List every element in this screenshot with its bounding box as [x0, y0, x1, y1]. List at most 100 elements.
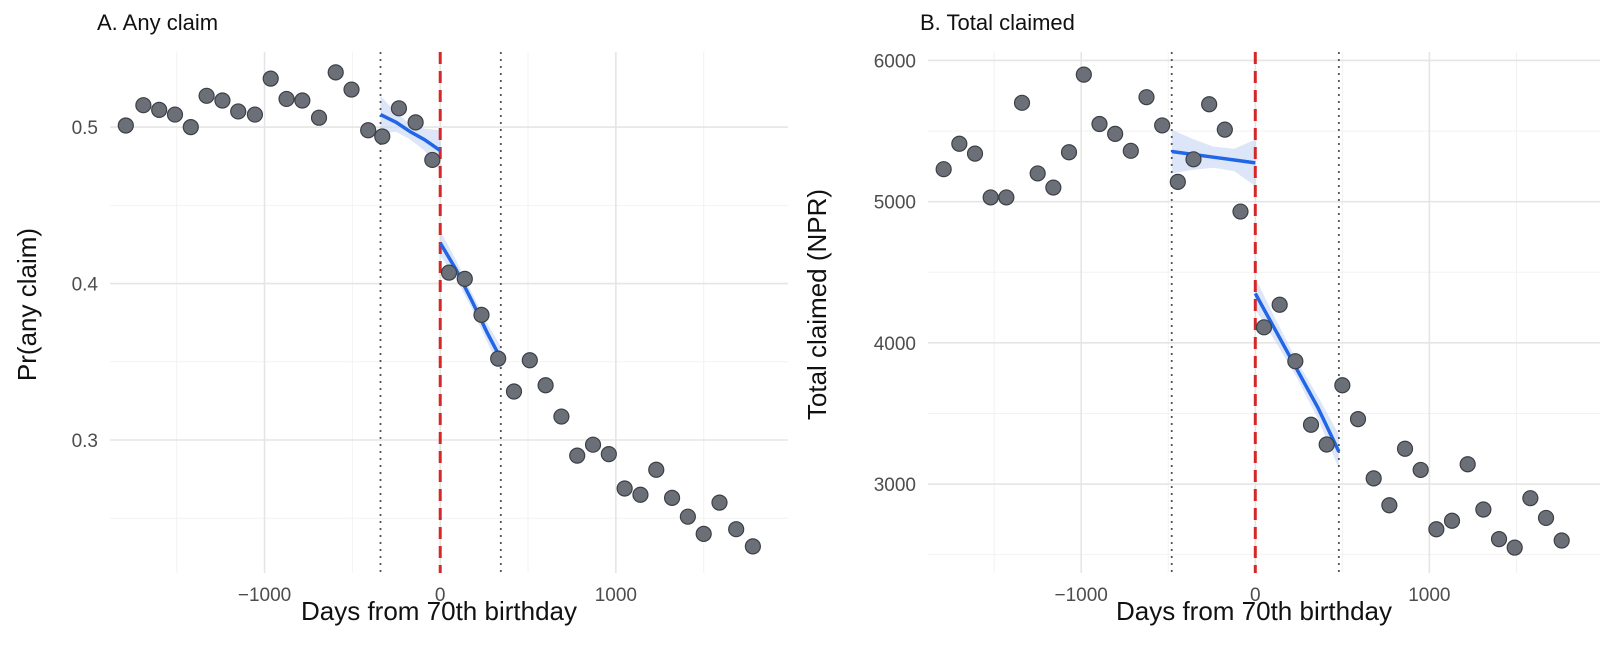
x-tick-label: 0 — [435, 585, 446, 606]
data-point — [374, 128, 391, 145]
data-point — [1443, 512, 1461, 529]
data-point — [679, 508, 696, 525]
data-point — [327, 64, 344, 81]
data-point — [490, 350, 507, 367]
data-point — [584, 436, 602, 453]
data-point — [1381, 497, 1398, 514]
data-point — [616, 480, 633, 497]
data-point — [262, 70, 279, 87]
data-point — [407, 114, 424, 131]
data-point — [1091, 115, 1108, 133]
panel-title: B. Total claimed — [920, 10, 1075, 35]
data-point — [198, 87, 215, 104]
y-tick-label: 3000 — [874, 475, 916, 496]
data-point — [982, 189, 999, 206]
data-point — [695, 525, 712, 542]
data-point — [294, 92, 311, 109]
fit-line — [1253, 292, 1341, 453]
panel-title: A. Any claim — [97, 10, 218, 35]
data-point — [424, 151, 441, 169]
data-point — [1201, 96, 1218, 113]
data-point — [537, 377, 554, 394]
data-point — [456, 270, 473, 287]
data-point — [1349, 411, 1367, 428]
x-tick-label: −1000 — [1055, 585, 1108, 606]
data-point — [246, 106, 264, 123]
data-point — [1365, 470, 1382, 487]
data-point — [600, 445, 617, 463]
data-point — [521, 352, 538, 369]
data-point — [935, 161, 952, 178]
data-point — [711, 494, 728, 511]
data-point — [998, 189, 1015, 206]
fit-line — [1171, 149, 1256, 165]
data-point — [1216, 121, 1233, 138]
data-point — [728, 521, 745, 538]
data-point — [1122, 142, 1139, 159]
y-tick-label: 6000 — [874, 51, 916, 72]
data-point — [117, 117, 134, 134]
data-point — [135, 97, 152, 114]
data-point — [553, 408, 570, 425]
data-point — [663, 489, 681, 507]
data-point — [1506, 539, 1523, 556]
x-axis-title: Days from 70th birthday — [1116, 596, 1392, 626]
data-point — [1412, 461, 1429, 479]
data-point — [1287, 353, 1304, 370]
data-point — [1553, 532, 1570, 549]
data-point — [390, 100, 408, 117]
y-tick-label: 4000 — [874, 334, 916, 355]
data-point — [1334, 377, 1351, 394]
y-axis-title: Pr(any claim) — [12, 228, 42, 381]
data-point — [569, 447, 586, 464]
data-point — [1537, 509, 1555, 527]
data-point — [1232, 203, 1249, 220]
data-point — [1459, 456, 1476, 473]
data-point — [360, 122, 377, 139]
data-point — [505, 383, 523, 400]
data-point — [1428, 521, 1445, 538]
data-point — [1522, 490, 1539, 507]
data-point — [1302, 416, 1320, 433]
data-point — [1185, 151, 1202, 168]
data-point — [278, 90, 295, 108]
data-point — [343, 81, 360, 98]
x-axis-title: Days from 70th birthday — [301, 596, 577, 626]
data-point — [1075, 66, 1092, 83]
data-point — [1255, 319, 1273, 336]
x-tick-label: 1000 — [595, 585, 637, 606]
y-tick-label: 0.5 — [72, 118, 98, 139]
data-point — [230, 103, 247, 120]
fit-line — [438, 241, 503, 360]
data-point — [473, 306, 490, 323]
data-point — [1154, 117, 1171, 134]
data-point — [1475, 501, 1492, 518]
x-tick-label: −1000 — [238, 585, 291, 606]
fit-line — [379, 113, 442, 153]
data-point — [1396, 440, 1414, 457]
data-point — [1169, 173, 1186, 190]
data-point — [1138, 89, 1155, 106]
data-point — [1318, 436, 1335, 453]
data-point — [1271, 296, 1288, 313]
x-tick-label: 0 — [1250, 585, 1261, 606]
data-point — [744, 538, 761, 555]
y-tick-label: 0.3 — [72, 431, 98, 452]
data-point — [1045, 179, 1062, 196]
data-point — [166, 106, 184, 123]
y-axis-title: Total claimed (NPR) — [802, 189, 832, 420]
data-point — [151, 101, 168, 118]
data-point — [214, 92, 231, 109]
data-point — [632, 486, 649, 503]
data-point — [648, 461, 665, 478]
y-tick-label: 0.4 — [72, 275, 99, 296]
data-point — [1029, 165, 1046, 182]
y-tick-label: 5000 — [874, 193, 916, 214]
data-point — [440, 264, 458, 281]
data-point — [966, 145, 984, 162]
data-point — [1490, 531, 1508, 548]
data-point — [1107, 125, 1124, 142]
